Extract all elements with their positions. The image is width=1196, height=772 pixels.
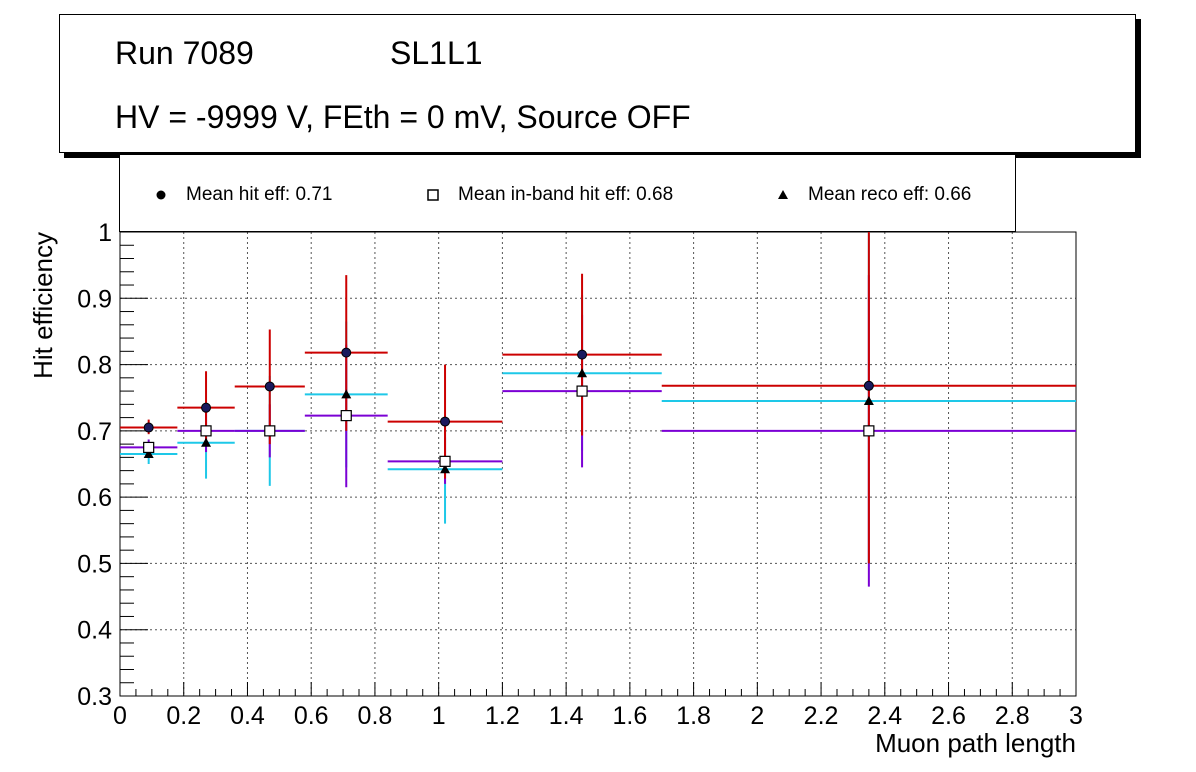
inband-eff-point (200, 425, 212, 437)
hit-eff-point (577, 349, 588, 360)
hit-eff-point (264, 381, 275, 392)
inband-eff-point (340, 410, 352, 422)
x-tick-label: 0.2 (166, 702, 201, 730)
legend: Mean hit eff: 0.71 Mean in-band hit eff:… (119, 155, 1016, 232)
plot-frame (119, 231, 1077, 697)
inband-eff-point (439, 455, 451, 467)
inband-eff-point (264, 425, 276, 437)
legend-label-reco: Mean reco eff: 0.66 (808, 184, 972, 205)
y-tick-label: 0.6 (77, 484, 112, 512)
layer-label: SL1L1 (390, 35, 483, 71)
y-tick-label: 0.5 (77, 550, 112, 578)
open-square-marker-icon (427, 189, 439, 201)
x-tick-label: 2 (750, 702, 764, 730)
x-tick-label: 0.4 (230, 702, 265, 730)
x-tick-label: 0.6 (294, 702, 329, 730)
x-tick-label: 3 (1069, 702, 1083, 730)
y-tick-label: 0.9 (77, 285, 112, 313)
x-tick-label: 2.2 (804, 702, 839, 730)
circle-marker-icon (156, 190, 166, 200)
hit-eff-point (143, 422, 154, 433)
data-series (120, 232, 1076, 587)
reco-eff-point (577, 368, 588, 378)
grid (120, 232, 1076, 696)
x-tick-label: 2.4 (867, 702, 902, 730)
legend-label-inband: Mean in-band hit eff: 0.68 (458, 184, 674, 205)
x-tick-label: 1.6 (612, 702, 647, 730)
y-tick-label: 0.4 (77, 617, 112, 645)
y-tick-label: 1 (98, 219, 112, 247)
triangle-marker-icon (778, 190, 788, 199)
axis-ticks: 0 0.2 0.4 0.6 0.8 1 1.2 1.4 1.6 1.8 2 2.2 2.4 2.6 2.8 3… (77, 219, 1083, 730)
x-tick-label: 1.4 (549, 702, 584, 730)
x-tick-label: 2.6 (931, 702, 966, 730)
inband-eff-point (576, 385, 588, 397)
title-box: Run 7089 SL1L1 HV = -9999 V, FEth = 0 mV… (59, 14, 1136, 153)
reco-eff-point (863, 396, 874, 406)
x-tick-label: 0 (113, 702, 127, 730)
conditions-label: HV = -9999 V, FEth = 0 mV, Source OFF (115, 99, 691, 135)
y-tick-label: 0.8 (77, 352, 112, 380)
y-axis-label: Hit efficiency (28, 232, 58, 379)
x-tick-label: 0.8 (358, 702, 393, 730)
hit-eff-point (440, 416, 451, 427)
legend-label-hit: Mean hit eff: 0.71 (186, 184, 333, 205)
x-tick-label: 2.8 (995, 702, 1030, 730)
reco-eff-point (440, 464, 451, 474)
y-tick-label: 0.7 (77, 418, 112, 446)
inband-eff-point (863, 425, 875, 437)
hit-eff-point (201, 402, 212, 413)
reco-eff-point (201, 437, 212, 447)
hit-eff-point (863, 380, 874, 391)
reco-eff-point (143, 449, 154, 459)
run-label: Run 7089 (115, 35, 254, 71)
x-axis-label: Muon path length (875, 728, 1076, 758)
reco-eff-point (341, 389, 352, 399)
x-tick-label: 1.2 (485, 702, 520, 730)
hit-eff-point (341, 347, 352, 358)
x-tick-label: 1.8 (676, 702, 711, 730)
x-tick-label: 1 (432, 702, 446, 730)
y-tick-label: 0.3 (77, 683, 112, 711)
inband-eff-point (143, 441, 155, 454)
